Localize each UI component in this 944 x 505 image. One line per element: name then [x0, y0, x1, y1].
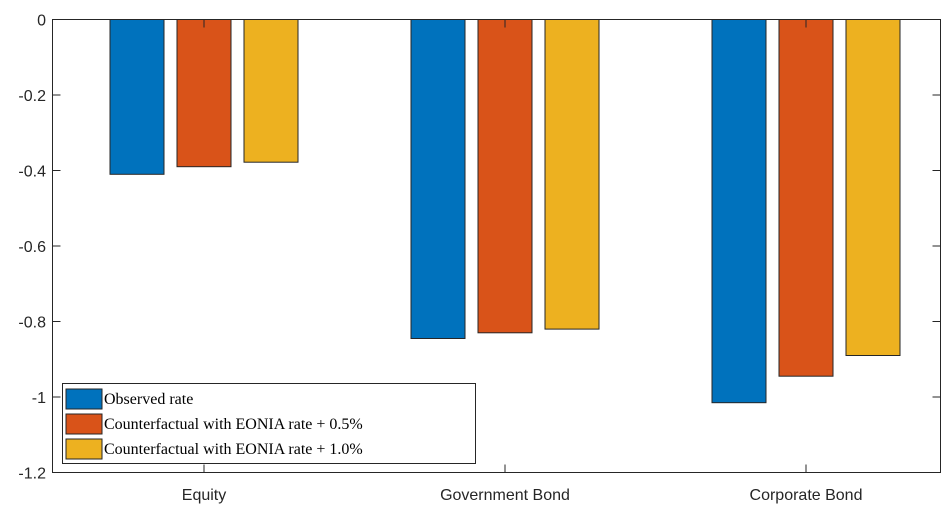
bar-government-bond-series-3: [544, 19, 600, 330]
bar-equity-series-1: [109, 19, 165, 175]
legend-label-eonia-05: Counterfactual with EONIA rate + 0.5%: [104, 416, 363, 433]
bars-group: [109, 19, 901, 404]
plot-frame: [52, 19, 941, 473]
bar-government-bond-series-1: [410, 19, 466, 339]
y-tick-label: -1.2: [18, 466, 46, 483]
bar-government-bond-series-2: [477, 19, 533, 334]
legend-box: [62, 383, 476, 464]
bar-corporate-bond-series-3: [845, 19, 901, 356]
bar-equity-series-2: [176, 19, 232, 168]
legend-label-observed: Observed rate: [104, 391, 193, 408]
y-tick-label: -0.6: [18, 239, 46, 256]
y-tick-label: -1: [32, 390, 46, 407]
bar-corporate-bond-series-2: [778, 19, 834, 377]
legend-swatch-observed: [65, 388, 103, 410]
y-tick-label: -0.8: [18, 315, 46, 332]
x-tick-label: Government Bond: [440, 487, 570, 504]
x-tick-label: Corporate Bond: [750, 487, 863, 504]
tick-labels-group: 0 -0.2 -0.4 -0.6 -0.8 -1 -1.2 Equity Government …: [18, 13, 862, 505]
legend-label-eonia-10: Counterfactual with EONIA rate + 1.0%: [104, 441, 363, 458]
legend-swatch-eonia-05: [65, 413, 103, 435]
y-tick-label: 0: [37, 13, 46, 30]
bar-corporate-bond-series-1: [711, 19, 767, 404]
ticks-group: [52, 19, 941, 473]
legend: Observed rate Counterfactual with EONIA …: [62, 383, 476, 464]
x-tick-label: Equity: [182, 487, 226, 504]
y-tick-label: -0.4: [18, 164, 46, 181]
y-tick-label: -0.2: [18, 88, 46, 105]
legend-swatch-eonia-10: [65, 438, 103, 460]
bar-equity-series-3: [243, 19, 299, 163]
